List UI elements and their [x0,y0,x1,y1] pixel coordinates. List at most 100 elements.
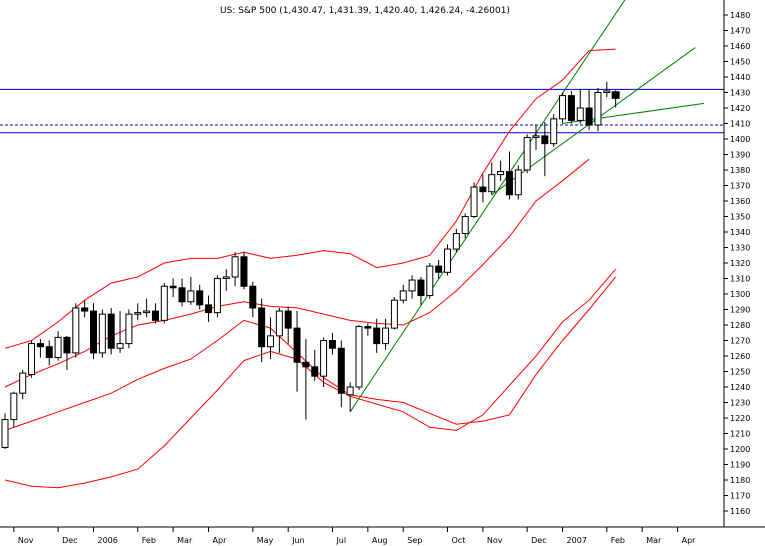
candle-body [461,216,469,235]
candle-41 [364,323,372,336]
candle-40 [355,325,363,391]
candle-51 [452,228,460,253]
x-tick-label: Feb [142,536,156,545]
candle-69 [611,90,620,108]
candle-4 [36,338,44,358]
candle-body [36,343,44,348]
y-tick-label: 1400 [730,135,750,144]
candle-body [550,118,558,145]
candlesticks [1,81,620,449]
candle-48 [426,263,434,299]
candle-34 [302,338,310,420]
candle-50 [444,244,451,276]
candle-body [54,336,62,359]
candle-2 [19,369,27,400]
y-tick-label: 1460 [730,42,750,51]
y-tick-label: 1300 [730,290,750,299]
candle-body [320,340,328,377]
x-tick-label: Nov [487,536,503,545]
y-tick-label: 1260 [730,352,750,361]
candle-61 [541,121,549,177]
band-line-2 [4,276,616,431]
candle-29 [258,298,266,363]
candle-body [10,392,18,421]
x-tick-label: Apr [213,536,228,545]
x-tick-label: Mar [646,536,662,545]
candle-body [160,285,168,321]
y-tick-label: 1310 [730,275,750,284]
y-tick-label: 1330 [730,244,750,253]
candle-25 [222,269,230,291]
candle-body [346,386,354,396]
y-tick-label: 1240 [730,383,750,392]
candle-17 [151,303,159,324]
y-tick-label: 1440 [730,73,750,82]
candle-12 [107,307,115,355]
candle-body [231,256,239,278]
candle-65 [576,89,584,124]
x-tick-label: Dec [62,536,77,545]
candle-body [611,91,620,99]
candle-body [567,95,575,121]
y-tick-label: 1370 [730,182,750,191]
candle-body [302,361,310,368]
x-tick-label: Nov [18,536,34,545]
candle-body [364,326,372,329]
candle-68 [603,81,611,98]
x-tick-label: Aug [372,536,388,545]
candle-body [63,336,71,354]
candle-body [311,366,319,377]
candle-body [390,299,398,329]
x-tick-label: Jul [335,536,346,545]
trend-line-0 [349,0,626,413]
candle-body [408,279,416,292]
x-tick-label: Oct [452,536,466,545]
candle-body [594,92,602,126]
x-tick-label: 2006 [98,536,118,545]
y-tick-label: 1410 [730,120,750,129]
candle-37 [328,332,336,355]
x-tick-label: Apr [682,536,697,545]
candle-body [187,290,195,303]
candle-58 [514,165,522,200]
candle-10 [90,303,97,360]
candle-21 [187,276,195,305]
candle-body [134,312,142,315]
candle-body [151,310,159,321]
candle-46 [408,275,416,299]
candle-body [267,335,274,348]
x-tick-label: Mar [177,536,193,545]
candle-body [116,343,124,349]
x-tick-label: 2007 [567,536,587,545]
candle-body [523,136,531,171]
candle-body [488,174,496,193]
y-tick-label: 1220 [730,414,750,423]
candle-body [532,135,540,138]
candle-43 [382,318,390,350]
x-tick-label: Dec [531,536,546,545]
candle-64 [567,90,575,124]
candle-body [178,287,186,303]
y-tick-label: 1180 [730,476,750,485]
candle-62 [550,114,558,147]
candle-7 [63,335,71,370]
candle-body [205,304,213,314]
candle-9 [81,300,89,318]
band-line-3 [4,268,616,489]
candle-38 [337,340,345,408]
candle-57 [505,151,513,200]
candle-body [505,171,513,196]
candle-body [98,313,106,354]
x-axis-ticks: Nov Dec 2006 Feb Mar Apr May Jun Jul Aug Sep Oct Nov… [13,527,697,545]
candle-body [293,327,301,363]
y-tick-label: 1420 [730,104,750,113]
candle-31 [275,307,283,353]
candle-body [81,307,89,312]
candle-body [213,278,221,314]
candle-24 [213,275,221,318]
candle-39 [346,382,354,412]
candle-42 [373,318,381,353]
candle-body [470,186,478,218]
candle-body [559,95,567,120]
